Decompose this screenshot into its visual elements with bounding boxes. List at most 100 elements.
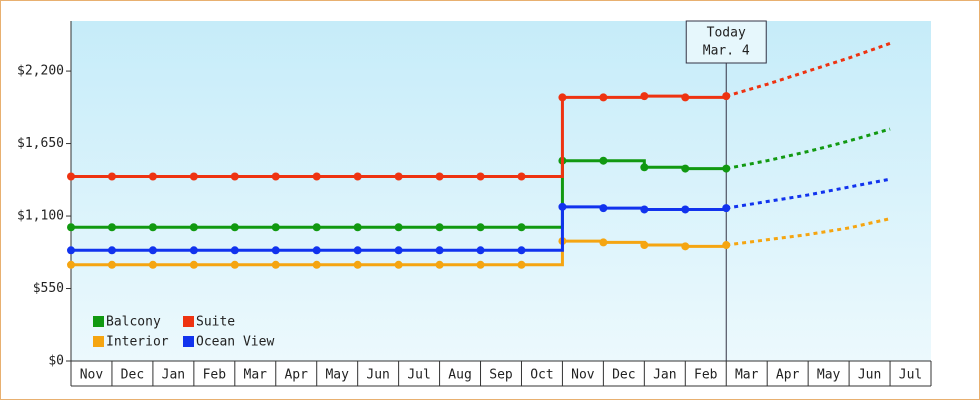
price-point <box>681 164 690 173</box>
price-point <box>435 172 444 181</box>
price-point <box>599 93 608 102</box>
price-point <box>722 92 731 101</box>
price-point <box>148 172 157 181</box>
today-box <box>685 20 767 64</box>
price-point <box>558 93 567 102</box>
y-tick-label: $2,200 <box>17 64 64 79</box>
price-point <box>67 172 75 181</box>
price-point <box>271 172 280 181</box>
x-tick-label: Jul <box>407 368 430 383</box>
price-point <box>435 246 444 255</box>
price-point <box>517 246 526 255</box>
price-point <box>230 223 239 232</box>
price-point <box>148 246 157 255</box>
price-line <box>71 239 728 267</box>
price-point <box>271 223 280 232</box>
price-point <box>517 223 526 232</box>
price-point <box>353 223 362 232</box>
x-tick-label: Jun <box>366 368 389 383</box>
x-tick-label: Apr <box>776 368 800 383</box>
price-point <box>271 260 280 269</box>
legend-swatch <box>183 336 194 347</box>
price-point <box>189 172 198 181</box>
legend-label: Ocean View <box>196 335 274 350</box>
price-point <box>148 223 157 232</box>
price-point <box>107 223 116 232</box>
price-point <box>722 164 731 173</box>
price-point <box>640 205 649 214</box>
x-tick-label: Apr <box>284 368 308 383</box>
price-point <box>353 260 362 269</box>
price-point <box>722 241 731 250</box>
x-tick-label: Sep <box>489 368 513 383</box>
price-point <box>394 223 403 232</box>
price-point <box>640 241 649 250</box>
price-point <box>640 92 649 101</box>
x-tick-label: Jul <box>899 368 922 383</box>
x-tick-label: Aug <box>448 368 471 383</box>
forecast-line <box>725 177 891 210</box>
price-point <box>394 172 403 181</box>
price-point <box>271 246 280 255</box>
price-point <box>681 205 690 214</box>
price-point <box>230 246 239 255</box>
price-point <box>722 204 731 213</box>
price-point <box>67 260 75 269</box>
price-point <box>435 260 444 269</box>
price-point <box>67 223 75 232</box>
price-point <box>353 172 362 181</box>
price-point <box>476 172 485 181</box>
plot-area <box>71 21 931 361</box>
x-tick-label: Feb <box>203 368 227 383</box>
legend-label: Interior <box>106 335 169 350</box>
price-point <box>558 202 567 211</box>
x-tick-label: Jan <box>653 368 676 383</box>
price-point <box>107 246 116 255</box>
price-point <box>435 223 444 232</box>
price-point <box>681 93 690 102</box>
price-point <box>599 204 608 213</box>
price-point <box>189 246 198 255</box>
y-tick-label: $1,100 <box>17 209 64 224</box>
x-tick-label: Mar <box>735 368 759 383</box>
x-tick-label: Jun <box>858 368 881 383</box>
price-point <box>476 260 485 269</box>
price-point <box>312 246 321 255</box>
price-point <box>107 260 116 269</box>
y-tick-label: $550 <box>33 281 64 296</box>
legend-label: Suite <box>196 315 235 330</box>
x-tick-label: Jan <box>162 368 185 383</box>
price-point <box>67 246 75 255</box>
x-tick-label: Feb <box>694 368 718 383</box>
price-point <box>189 223 198 232</box>
price-point <box>476 223 485 232</box>
today-label: Mar. 4 <box>703 44 750 59</box>
price-point <box>599 238 608 247</box>
y-tick-label: $0 <box>48 354 64 369</box>
price-point <box>230 260 239 269</box>
price-point <box>230 172 239 181</box>
price-point <box>394 260 403 269</box>
legend-swatch <box>183 316 194 327</box>
forecast-line <box>725 127 891 171</box>
legend-swatch <box>93 336 104 347</box>
x-tick-label: Oct <box>530 368 553 383</box>
legend-swatch <box>93 316 104 327</box>
price-point <box>517 172 526 181</box>
y-tick-label: $1,650 <box>17 136 64 151</box>
price-point <box>353 246 362 255</box>
price-point <box>681 242 690 251</box>
price-point <box>476 246 485 255</box>
price-point <box>189 260 198 269</box>
x-tick-label: May <box>325 368 349 383</box>
x-tick-label: Nov <box>571 368 595 383</box>
price-point <box>312 172 321 181</box>
price-point <box>394 246 403 255</box>
price-point <box>640 163 649 172</box>
x-tick-label: May <box>817 368 841 383</box>
legend-label: Balcony <box>106 315 161 330</box>
forecast-line <box>726 217 891 247</box>
price-point <box>107 172 116 181</box>
